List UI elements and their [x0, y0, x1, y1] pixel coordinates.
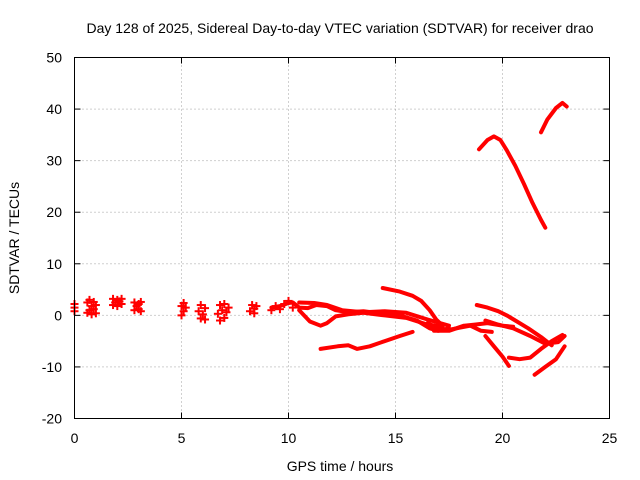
y-tick-label: 10 — [46, 256, 62, 272]
data-point — [201, 315, 210, 324]
data-point — [213, 309, 222, 318]
plot-frame — [74, 57, 610, 419]
y-tick-labels: -20 -10 0 10 20 30 40 50 — [42, 50, 62, 427]
data-point — [275, 305, 284, 314]
data-point — [198, 310, 207, 319]
series-arc-c — [297, 300, 451, 328]
x-tick-label: 25 — [602, 430, 618, 446]
axis-ticks — [74, 57, 610, 419]
series-arc-m — [477, 134, 548, 230]
y-tick-label: 0 — [54, 307, 62, 323]
x-tick-label: 15 — [388, 430, 404, 446]
data-point — [271, 302, 280, 311]
data-point — [250, 309, 259, 318]
series-arc-b — [297, 308, 445, 329]
y-tick-label: 20 — [46, 204, 62, 220]
y-tick-label: 40 — [46, 101, 62, 117]
data-point — [117, 300, 126, 309]
data-point — [91, 309, 100, 318]
y-axis-label: SDTVAR / TECUs — [6, 182, 22, 294]
x-tick-labels: 0 5 10 15 20 25 — [71, 430, 618, 446]
x-tick-label: 0 — [71, 430, 79, 446]
data-point — [181, 303, 190, 312]
data-point — [85, 295, 94, 304]
data-point — [245, 307, 254, 316]
series-arc-e — [380, 286, 445, 328]
data-series — [269, 100, 569, 377]
data-point — [177, 311, 186, 320]
series-arc-j — [506, 333, 565, 362]
data-point — [194, 307, 203, 316]
chart-title: Day 128 of 2025, Sidereal Day-to-day VTE… — [86, 20, 593, 36]
y-tick-label: -20 — [42, 411, 62, 427]
data-point — [280, 300, 289, 309]
series-arc-k — [532, 344, 567, 377]
series-arc-d — [318, 329, 415, 351]
x-tick-label: 20 — [495, 430, 511, 446]
data-point — [91, 301, 100, 310]
series-arc-l — [483, 318, 567, 346]
data-point — [196, 301, 205, 310]
x-axis-label: GPS time / hours — [287, 458, 394, 474]
x-tick-label: 10 — [281, 430, 297, 446]
series-arc-i — [483, 334, 511, 368]
data-point — [284, 296, 293, 305]
y-tick-label: 50 — [46, 50, 62, 66]
x-tick-label: 5 — [178, 430, 186, 446]
data-point — [288, 303, 297, 312]
data-point — [222, 308, 231, 317]
data-point — [87, 310, 96, 319]
data-point — [220, 313, 229, 322]
data-point — [218, 306, 227, 315]
data-point — [196, 314, 205, 323]
data-point — [220, 300, 229, 309]
data-point — [252, 302, 261, 311]
data-point — [179, 298, 188, 307]
data-point — [216, 316, 225, 325]
y-tick-label: 30 — [46, 153, 62, 169]
data-points — [70, 294, 297, 325]
series-arc-n — [539, 100, 569, 135]
data-point — [113, 302, 122, 311]
data-point — [201, 304, 210, 313]
data-point — [130, 306, 139, 315]
data-point — [267, 306, 276, 315]
data-point — [136, 307, 145, 316]
data-point — [224, 303, 233, 312]
data-point — [216, 301, 225, 310]
grid-lines — [74, 57, 610, 419]
series-arc-h — [474, 303, 554, 348]
data-point — [89, 305, 98, 314]
data-point — [85, 306, 94, 315]
y-tick-label: -10 — [42, 359, 62, 375]
data-point — [136, 297, 145, 306]
